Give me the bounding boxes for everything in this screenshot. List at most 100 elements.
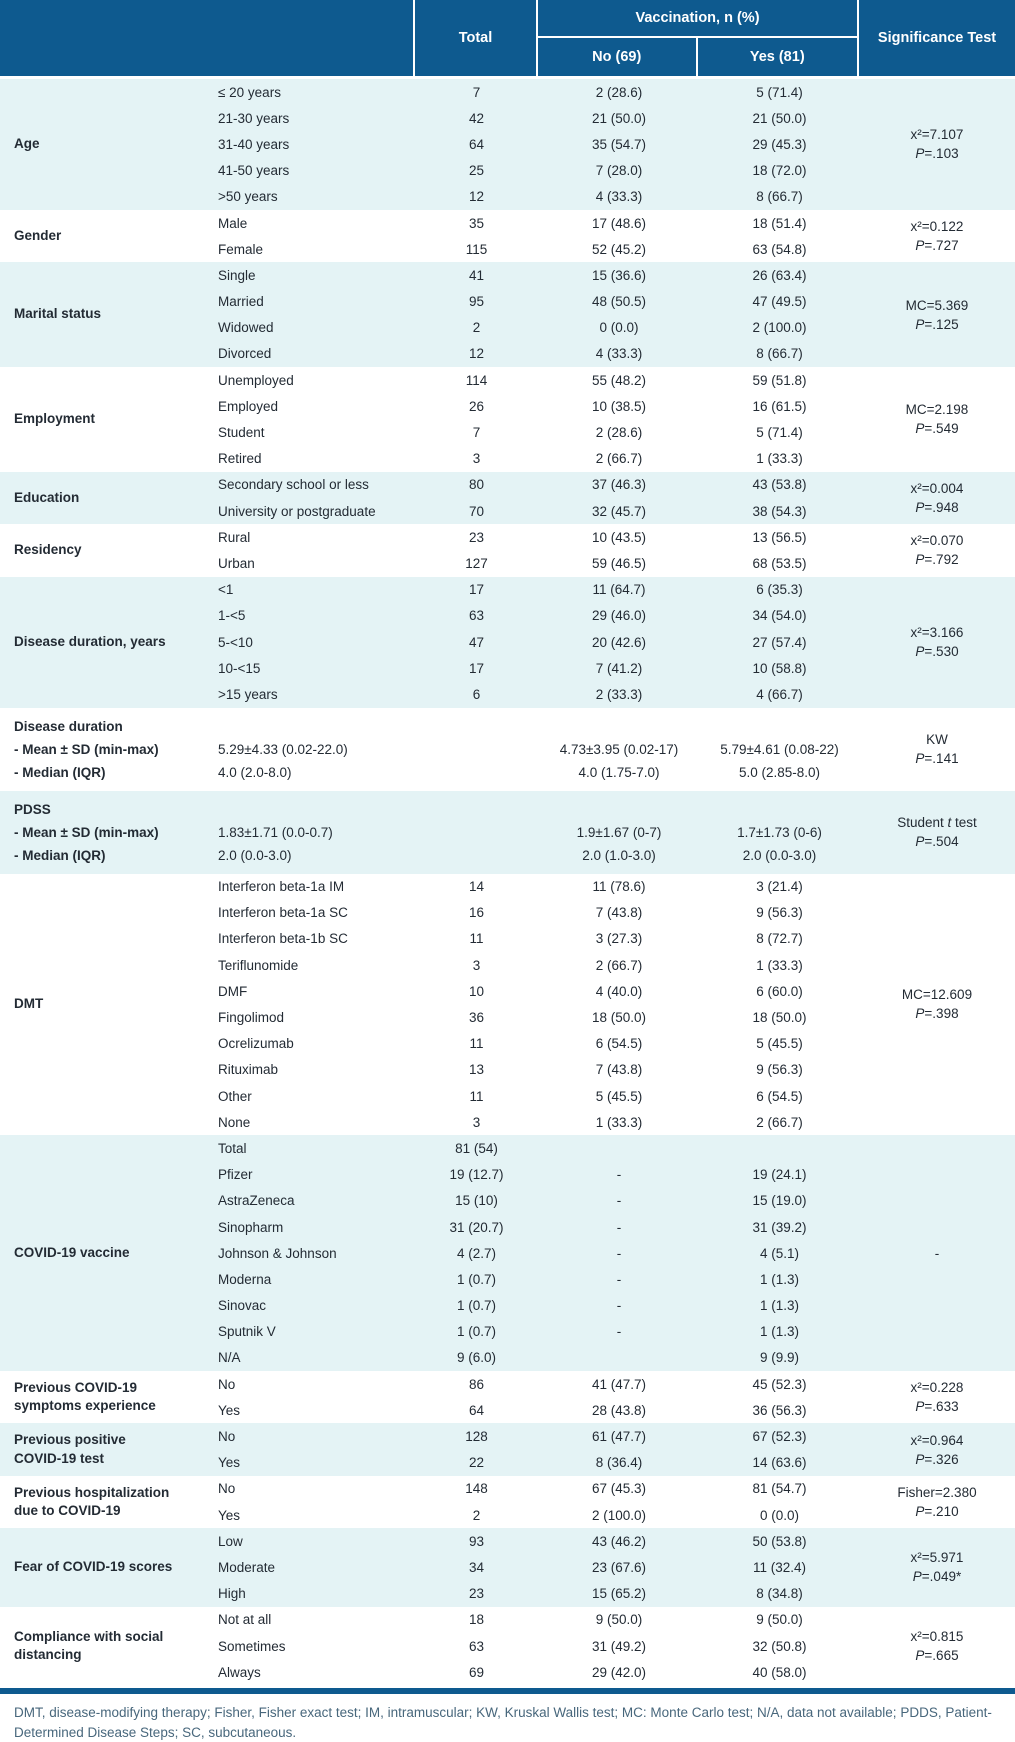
yes-cell: 27 (57.4) [752, 634, 807, 650]
yes-cell: 59 (51.8) [752, 372, 807, 388]
no-cell: 21 (50.0) [591, 110, 647, 126]
category-line: - Mean ± SD (min-max) [14, 824, 159, 840]
yes-cell: 38 (54.3) [752, 503, 807, 519]
section-disease-duration-years: Disease duration, years <1 17 11 (64.7) 6 (3… [0, 576, 1015, 708]
table-row: Pfizer 19 (12.7) - 19 (24.1) [210, 1162, 859, 1188]
label-cell: DMF [218, 983, 248, 999]
category-line: distancing [14, 1647, 82, 1663]
total-cell: 23 [468, 1586, 485, 1602]
yes-cell: 18 (72.0) [752, 163, 807, 179]
section-age: Age ≤ 20 years 7 2 (28.6) 5 (71.4) 21-30 year… [0, 79, 1015, 210]
total-cell: 3 [472, 451, 481, 467]
label-cell: Retired [218, 451, 262, 467]
yes-cell: 50 (53.8) [752, 1533, 807, 1549]
significance-line: x²=0.122 [910, 219, 964, 235]
yes-cell: 32 (50.8) [752, 1638, 807, 1654]
total-cell: 14 [468, 879, 485, 895]
table-row: >15 years 6 2 (33.3) 4 (66.7) [210, 681, 859, 707]
label-cell: No [218, 1429, 236, 1445]
label-cell: Johnson & Johnson [218, 1245, 337, 1261]
label-cell: >50 years [218, 189, 278, 205]
section-employment: Employment Unemployed 114 55 (48.2) 59 (51.8… [0, 367, 1015, 472]
total-cell: 63 [468, 1638, 485, 1654]
yes-cell: 2 (66.7) [756, 1114, 803, 1130]
label-cell: No [218, 1481, 236, 1497]
total-cell: 17 [468, 582, 485, 598]
yes-cell: 67 (52.3) [752, 1429, 807, 1445]
label-cell: AstraZeneca [218, 1193, 295, 1209]
header-vaccination-title: Vaccination, n (%) [538, 0, 857, 38]
table-row: Rural 23 10 (43.5) 13 (56.5) [210, 524, 859, 550]
no-cell: 4 (33.3) [595, 346, 643, 362]
no-cell: 52 (45.2) [591, 241, 647, 257]
table-row: Male 35 17 (48.6) 18 (51.4) [210, 210, 859, 236]
label-cell: Not at all [218, 1612, 272, 1628]
table-row: None 3 1 (33.3) 2 (66.7) [210, 1109, 859, 1135]
total-cell: 115 [465, 241, 488, 257]
no-cell: 15 (65.2) [591, 1586, 647, 1602]
significance-cell: x²=0.228 P=.633 [859, 1371, 1015, 1423]
no-cell: 1.9±1.67 (0-7) [576, 824, 662, 840]
label-cell: 31-40 years [218, 136, 290, 152]
yes-cell: 1 (1.3) [759, 1324, 800, 1340]
significance-line: x²=3.166 [910, 625, 964, 641]
yes-cell: 9 (50.0) [756, 1612, 803, 1628]
yes-cell: 11 (32.4) [752, 1559, 807, 1575]
no-cell: 17 (48.6) [591, 215, 647, 231]
yes-cell: 1 (1.3) [759, 1271, 800, 1287]
significance-cell: x²=0.964 P=.326 [859, 1423, 1015, 1475]
yes-cell: 8 (34.8) [756, 1586, 803, 1602]
label-cell: Student [218, 425, 265, 441]
table-row: Divorced 12 4 (33.3) 8 (66.7) [210, 341, 859, 367]
yes-cell: 1 (33.3) [756, 451, 803, 467]
yes-cell: 16 (61.5) [752, 398, 807, 414]
header-yes-column: Yes (81) [749, 49, 805, 65]
significance-cell: KW P=.141 [859, 715, 1015, 784]
category-line: Residency [14, 542, 82, 558]
header-vaccination-subrow: No (69) Yes (81) [538, 38, 857, 76]
label-cell: Sputnik V [218, 1324, 276, 1340]
yes-cell: 5 (45.5) [756, 1036, 803, 1052]
yes-cell: 8 (66.7) [756, 189, 803, 205]
table-row: 4.0 (2.0-8.0) 4.0 (1.75-7.0) 5.0 (2.85-8.0… [210, 761, 859, 784]
total-cell: 31 (20.7) [449, 1219, 504, 1235]
no-cell: 8 (36.4) [595, 1455, 643, 1471]
label-cell: Sinopharm [218, 1219, 284, 1235]
significance-line: MC=12.609 [901, 987, 973, 1003]
total-cell: 25 [468, 163, 485, 179]
section-previous-positive-test: Previous positive COVID-19 test No 128 61 (4… [0, 1423, 1015, 1476]
no-cell: 4 (40.0) [595, 983, 643, 999]
table-row: Interferon beta-1b SC 11 3 (27.3) 8 (72.7) [210, 926, 859, 952]
no-cell: - [616, 1245, 622, 1261]
significance-line: P=.141 [915, 751, 959, 766]
category-label: Marital status [0, 262, 210, 367]
total-cell: 10 [468, 983, 485, 999]
category-line: PDSS [14, 801, 51, 817]
table-row: High 23 15 (65.2) 8 (34.8) [210, 1581, 859, 1607]
no-cell: 7 (43.8) [595, 905, 643, 921]
significance-line: x²=0.070 [910, 533, 964, 549]
label-cell: Moderate [218, 1559, 276, 1575]
label-cell: Always [218, 1664, 261, 1680]
table-row: Urban 127 59 (46.5) 68 (53.5) [210, 550, 859, 576]
category-label: Disease duration - Mean ± SD (min-max) - M… [0, 715, 210, 784]
table-row: Sinopharm 31 (20.7) - 31 (39.2) [210, 1214, 859, 1240]
yes-cell: 3 (21.4) [756, 879, 803, 895]
no-cell: 11 (78.6) [592, 879, 646, 895]
table-row: Sinovac 1 (0.7) - 1 (1.3) [210, 1293, 859, 1319]
category-label: Residency [0, 524, 210, 576]
no-cell: 11 (64.7) [592, 582, 646, 598]
table-row: Moderna 1 (0.7) - 1 (1.3) [210, 1266, 859, 1292]
label-cell: Interferon beta-1a SC [218, 905, 348, 921]
label-cell: Yes [218, 1455, 241, 1471]
yes-cell: 29 (45.3) [752, 136, 807, 152]
table-row: 2.0 (0.0-3.0) 2.0 (1.0-3.0) 2.0 (0.0-3.0) [210, 844, 859, 867]
total-cell: 11 [469, 1036, 484, 1052]
significance-line: MC=2.198 [905, 402, 969, 418]
section-rows: Secondary school or less 80 37 (46.3) 43 (5… [210, 472, 859, 524]
yes-cell: 2.0 (0.0-3.0) [742, 847, 817, 863]
significance-line: KW [926, 732, 948, 747]
label-cell: Widowed [218, 320, 274, 336]
table-row: 31-40 years 64 35 (54.7) 29 (45.3) [210, 131, 859, 157]
total-cell: 148 [465, 1481, 488, 1497]
